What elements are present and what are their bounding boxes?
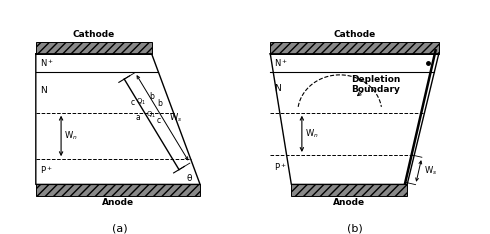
Text: Q$_1$: Q$_1$	[146, 110, 156, 120]
Text: P$^+$: P$^+$	[274, 162, 287, 173]
Polygon shape	[36, 54, 200, 184]
Text: θ: θ	[186, 174, 192, 183]
Text: W$_n$: W$_n$	[64, 130, 78, 142]
Text: c: c	[156, 116, 160, 125]
Text: W$_s$: W$_s$	[169, 112, 182, 124]
Text: (b): (b)	[346, 224, 363, 234]
Text: N$^+$: N$^+$	[40, 57, 54, 69]
Text: N$^+$: N$^+$	[274, 57, 289, 69]
Text: Q$_1$: Q$_1$	[136, 96, 147, 106]
Text: Anode: Anode	[102, 198, 134, 207]
Text: c: c	[131, 99, 135, 107]
Text: Cathode: Cathode	[333, 30, 376, 39]
Text: N: N	[274, 84, 281, 92]
Text: Anode: Anode	[333, 198, 366, 207]
Text: b: b	[149, 92, 154, 101]
Text: W$_s$: W$_s$	[424, 165, 437, 177]
Text: (a): (a)	[112, 224, 128, 234]
Text: b: b	[157, 99, 162, 109]
Polygon shape	[270, 54, 439, 184]
Bar	[36, 42, 151, 54]
Text: P$^+$: P$^+$	[40, 164, 53, 176]
Text: Cathode: Cathode	[73, 30, 115, 39]
Bar	[36, 184, 200, 196]
Text: Depletion
Boundary: Depletion Boundary	[351, 75, 400, 94]
Bar	[270, 42, 439, 54]
Text: a: a	[136, 113, 141, 122]
Text: N: N	[40, 86, 47, 95]
Bar	[292, 184, 407, 196]
Text: W$_n$: W$_n$	[305, 128, 318, 140]
